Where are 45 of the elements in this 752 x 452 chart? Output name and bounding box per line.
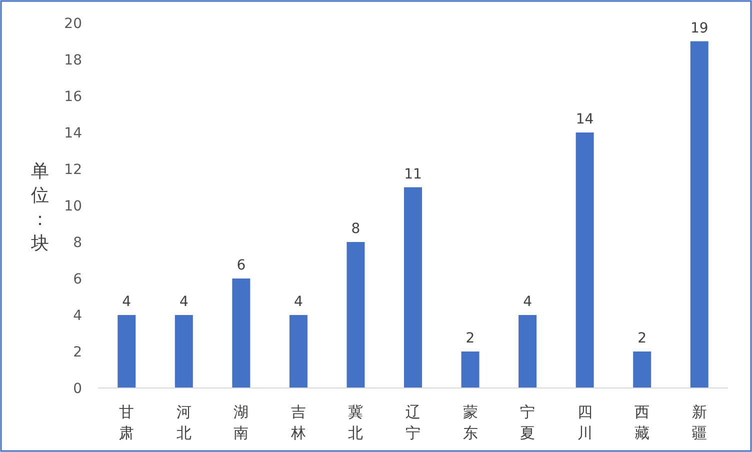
x-tick-label: 吉林	[290, 403, 306, 442]
y-tick-label: 14	[64, 126, 82, 142]
bar	[232, 278, 250, 388]
bar	[518, 315, 537, 388]
y-tick-label: 16	[64, 89, 82, 105]
data-label: 2	[466, 330, 475, 346]
bar	[346, 242, 365, 388]
y-tick-label: 8	[73, 235, 82, 251]
x-tick-label: 四川	[577, 403, 592, 442]
y-tick-label: 18	[64, 52, 82, 68]
data-label: 11	[404, 166, 422, 182]
y-tick-label: 6	[73, 272, 82, 288]
y-tick-label: 10	[64, 198, 82, 214]
bar	[576, 132, 594, 388]
x-tick-label: 辽宁	[406, 403, 420, 442]
y-tick-label: 0	[73, 381, 82, 397]
bar	[174, 315, 193, 388]
data-label: 8	[351, 221, 360, 237]
data-label: 4	[122, 294, 132, 310]
data-label: 6	[236, 258, 246, 274]
data-label: 14	[576, 112, 594, 128]
y-tick-label: 12	[64, 162, 82, 178]
x-tick-label: 冀北	[348, 403, 364, 442]
bar	[404, 187, 422, 388]
bar	[118, 315, 136, 388]
data-label: 4	[523, 294, 532, 310]
bar	[461, 352, 480, 388]
bar	[633, 352, 652, 388]
x-tick-label: 湖南	[234, 403, 249, 442]
y-tick-label: 20	[64, 16, 82, 32]
x-tick-label: 宁夏	[520, 403, 536, 442]
y-tick-label: 2	[73, 344, 82, 360]
x-tick-label: 新疆	[692, 403, 707, 442]
x-tick-label: 甘肃	[119, 403, 134, 442]
x-tick-label: 西藏	[634, 403, 650, 442]
x-tick-label: 蒙东	[462, 403, 478, 442]
y-axis-title: 单位：块	[30, 161, 49, 254]
y-tick-label: 4	[73, 308, 82, 324]
bar	[289, 315, 308, 388]
bar	[690, 41, 708, 388]
data-label: 4	[179, 294, 188, 310]
data-label: 2	[638, 330, 647, 346]
data-label: 19	[690, 20, 708, 36]
data-label: 4	[294, 294, 303, 310]
x-tick-label: 河北	[176, 403, 192, 442]
